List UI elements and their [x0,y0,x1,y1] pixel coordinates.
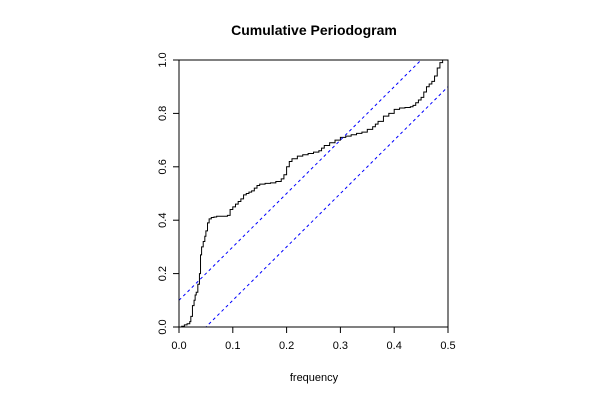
x-axis-label: frequency [290,372,339,384]
x-axis: 0.0 0.1 0.2 0.3 0.4 0.5 [171,327,456,352]
y-tick-label: 1.0 [157,52,169,67]
x-tick-label: 0.3 [333,340,348,352]
plot-area [179,60,448,327]
y-axis: 0.0 0.2 0.4 0.6 0.8 1.0 [157,52,179,335]
y-tick-label: 0.6 [157,159,169,174]
y-tick-label: 0.8 [157,106,169,121]
x-tick-label: 0.0 [171,340,186,352]
cumulative-periodogram-line [179,60,448,327]
x-tick-label: 0.5 [440,340,455,352]
y-tick-label: 0.2 [157,266,169,281]
chart-title: Cumulative Periodogram [231,22,397,38]
x-tick-label: 0.2 [279,340,294,352]
y-tick-label: 0.0 [157,319,169,334]
x-tick-label: 0.4 [387,340,402,352]
upper-confidence-line [179,60,422,301]
y-tick-label: 0.4 [157,213,169,228]
plot-frame [178,59,449,328]
x-tick-label: 0.1 [225,340,240,352]
lower-confidence-line [205,86,448,327]
